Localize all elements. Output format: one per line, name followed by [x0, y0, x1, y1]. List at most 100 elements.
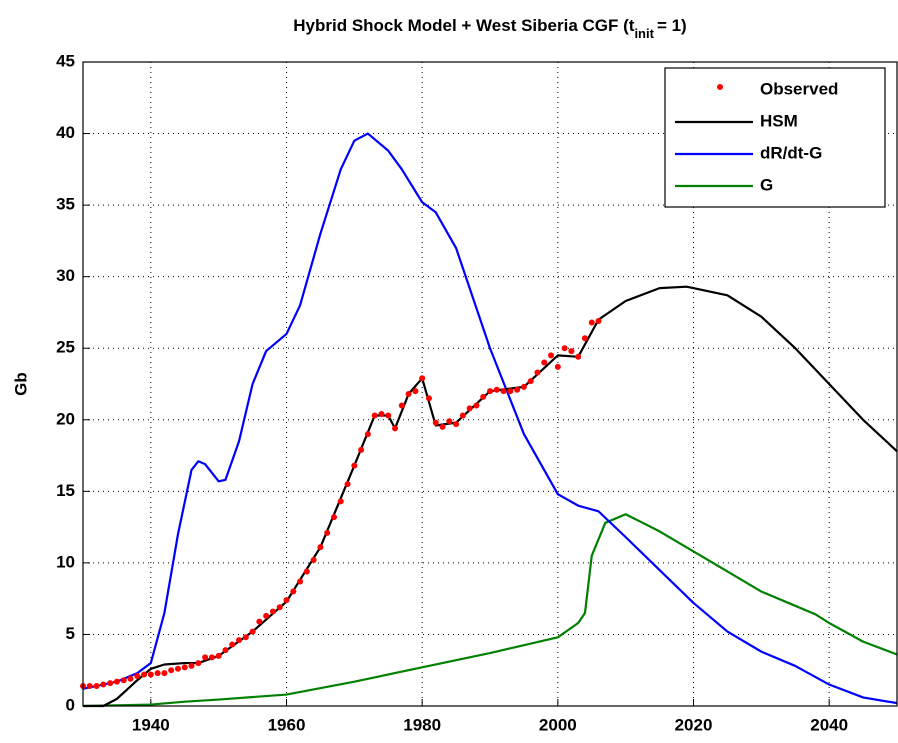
- data-point: [466, 405, 473, 412]
- data-point: [385, 412, 392, 419]
- x-tick-label: 2040: [810, 715, 848, 734]
- y-tick-label: 10: [56, 552, 75, 571]
- data-point: [459, 412, 466, 419]
- data-point: [398, 402, 405, 409]
- legend-box: [664, 67, 886, 208]
- data-point: [487, 388, 493, 395]
- data-point: [317, 544, 324, 551]
- y-tick-label: 0: [66, 695, 75, 714]
- data-point: [500, 388, 507, 395]
- data-point: [86, 682, 93, 689]
- data-point: [310, 557, 317, 564]
- data-point: [297, 578, 304, 585]
- data-point: [256, 618, 263, 625]
- title-subscript: init: [634, 26, 654, 41]
- data-point: [202, 654, 209, 661]
- y-tick-label: 40: [56, 123, 75, 142]
- data-point: [154, 670, 161, 677]
- data-point: [575, 353, 582, 360]
- data-point: [392, 425, 399, 432]
- y-tick-label: 35: [56, 195, 75, 214]
- data-point: [439, 423, 446, 430]
- data-point: [242, 634, 249, 641]
- data-point: [568, 348, 575, 355]
- legend: Observed HSM dR/dt-G G: [664, 67, 886, 208]
- data-point: [493, 386, 500, 393]
- data-point: [100, 681, 107, 688]
- y-tick-label: 20: [56, 409, 75, 428]
- data-point: [107, 680, 114, 687]
- data-point: [324, 529, 331, 536]
- series-line: [82, 513, 898, 708]
- title-main: Hybrid Shock Model + West Siberia CGF (t: [293, 16, 635, 35]
- data-point: [276, 604, 283, 611]
- data-point: [527, 378, 534, 385]
- data-point: [181, 664, 188, 671]
- data-point: [358, 446, 365, 453]
- data-point: [534, 369, 541, 376]
- data-point: [554, 363, 561, 370]
- data-point: [283, 597, 290, 604]
- y-tick-label: 5: [66, 624, 75, 643]
- data-point: [161, 670, 168, 677]
- y-tick-label: 15: [56, 481, 75, 500]
- data-point: [364, 431, 371, 438]
- data-point: [453, 421, 460, 428]
- legend-label: dR/dt-G: [760, 143, 822, 162]
- plot-frame: [82, 61, 898, 707]
- data-point: [303, 568, 310, 575]
- data-point: [588, 319, 595, 326]
- data-point: [432, 419, 439, 426]
- data-point: [236, 637, 243, 644]
- data-point: [290, 588, 297, 595]
- data-point: [330, 514, 337, 521]
- data-point: [134, 672, 141, 679]
- data-point: [514, 386, 521, 393]
- data-point: [249, 628, 256, 635]
- data-point: [520, 383, 527, 390]
- data-point: [269, 608, 276, 615]
- data-point: [473, 402, 480, 409]
- data-point: [222, 647, 229, 654]
- x-tick-label: 2000: [539, 715, 577, 734]
- data-point: [371, 412, 378, 419]
- data-point: [188, 662, 195, 669]
- legend-label: HSM: [760, 111, 798, 130]
- data-point: [351, 462, 358, 469]
- y-axis-label: Gb: [11, 372, 30, 396]
- data-point: [419, 375, 426, 382]
- data-point: [208, 654, 215, 661]
- data-point: [378, 411, 385, 418]
- title-tail: = 1): [657, 16, 687, 35]
- legend-label: Observed: [760, 79, 838, 98]
- data-point: [337, 498, 344, 505]
- data-point: [195, 660, 202, 667]
- data-point: [120, 677, 127, 684]
- y-tick-label: 45: [56, 51, 75, 70]
- data-point: [425, 395, 432, 402]
- y-tick-label: 25: [56, 338, 75, 357]
- data-point: [561, 345, 568, 352]
- data-point: [147, 671, 154, 678]
- x-tick-label: 1960: [268, 715, 306, 734]
- y-tick-label: 30: [56, 266, 75, 285]
- data-point: [93, 682, 100, 689]
- data-point: [141, 671, 148, 678]
- legend-label: G: [760, 175, 773, 194]
- data-point: [113, 678, 120, 685]
- data-point: [446, 418, 453, 425]
- data-point: [215, 652, 222, 659]
- series-line: [83, 285, 898, 708]
- series-line: [82, 132, 898, 705]
- chart-title: Hybrid Shock Model + West Siberia CGF (t…: [293, 16, 686, 41]
- data-point: [174, 665, 181, 672]
- x-tick-label: 1940: [132, 715, 170, 734]
- data-point: [168, 667, 175, 674]
- data-point: [595, 318, 602, 325]
- data-point: [263, 612, 270, 619]
- data-point: [127, 675, 134, 682]
- legend-marker: [717, 84, 723, 90]
- data-point: [548, 352, 555, 359]
- data-point: [581, 335, 588, 342]
